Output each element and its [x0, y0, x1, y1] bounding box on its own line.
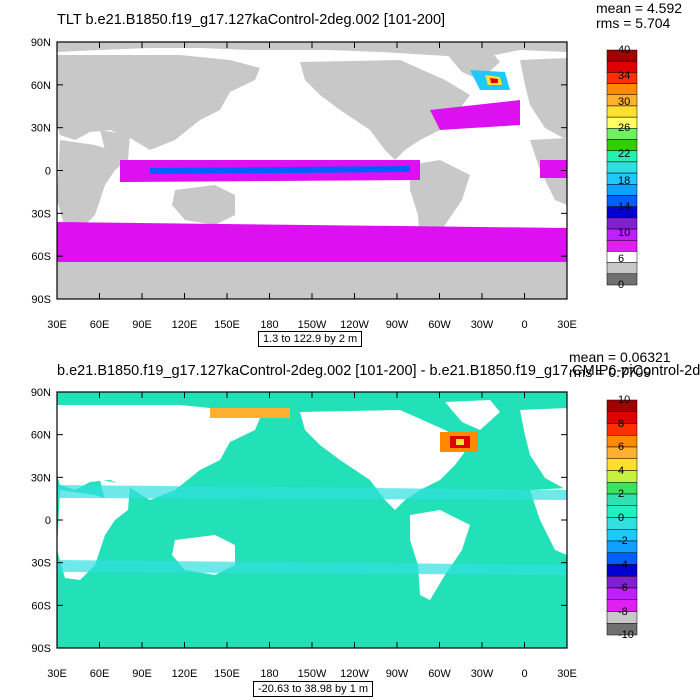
lat-label: 60N [31, 430, 51, 442]
colorbar-label: 34 [618, 70, 631, 83]
colorbar-label: 40 [618, 44, 631, 56]
tlt-contour-bands-blue [150, 166, 410, 174]
contour-range-label: 1.3 to 122.9 by 2 m [258, 331, 363, 347]
axis-ticks: 90N 60N 30N 0 30S 60S 90S 30E 60E 90E 120E 150E 180 1… [31, 387, 577, 680]
lat-label: 90N [31, 37, 51, 49]
lat-label: 30S [31, 558, 51, 570]
lon-label: 180 [260, 668, 278, 680]
lat-label: 90S [31, 294, 51, 306]
lat-label: 90S [31, 643, 51, 655]
map-plot: 90N 60N 30N 0 30S 60S 90S 30E 60E 90E 120E 150E 180 1… [31, 37, 577, 331]
lon-label: 90W [386, 668, 409, 680]
lat-label: 60N [31, 80, 51, 92]
colorbar-label: -4 [618, 558, 628, 571]
lon-label: 60E [90, 668, 110, 680]
colorbar [606, 399, 638, 636]
lon-label: 60W [428, 319, 451, 331]
colorbar-label: 30 [618, 96, 631, 109]
lon-label: 30W [471, 668, 494, 680]
lon-label: 150E [214, 319, 240, 331]
panel-top: TLT b.e21.B1850.f19_g17.127kaControl-2de… [31, 0, 683, 347]
lat-label: 0 [45, 515, 51, 527]
colorbar-label: 6 [618, 252, 625, 265]
lat-label: 30N [31, 472, 51, 484]
rms-label: rms = 5.704 [596, 15, 671, 31]
lon-label: 90W [386, 319, 409, 331]
panel-title: b.e21.B1850.f19_g17.127kaControl-2deg.00… [57, 363, 700, 379]
land-masses [57, 400, 567, 600]
panel-title: TLT b.e21.B1850.f19_g17.127kaControl-2de… [57, 12, 446, 28]
colorbar-label: -2 [618, 535, 628, 547]
lon-label: 180 [260, 319, 278, 331]
lon-label: 30E [47, 668, 67, 680]
colorbar-label: 4 [618, 464, 625, 477]
colorbar-label: 8 [618, 417, 625, 430]
colorbar [606, 49, 638, 286]
lat-label: 90N [31, 387, 51, 399]
lon-label: 90E [132, 319, 152, 331]
colorbar-label: 14 [618, 200, 631, 213]
rms-label: rms = 0.7709 [569, 364, 652, 380]
panel-bottom: b.e21.B1850.f19_g17.127kaControl-2deg.00… [0, 350, 700, 700]
lat-label: 0 [45, 166, 51, 178]
colorbar-label: -8 [618, 605, 628, 618]
lon-label: 60W [428, 668, 451, 680]
colorbar-label: 0 [618, 279, 625, 291]
colorbar-label: 26 [618, 122, 631, 135]
mean-label: mean = 4.592 [596, 0, 683, 16]
colorbar-label: 18 [618, 174, 631, 187]
colorbar-label: 10 [618, 394, 631, 406]
diff-contour-bands [57, 408, 567, 575]
lon-label: 150W [298, 319, 327, 331]
map-plot: 90N 60N 30N 0 30S 60S 90S 30E 60E 90E 120E 150E 180 1… [31, 387, 577, 680]
lon-label: 30E [47, 319, 67, 331]
colorbar-swatch [606, 161, 638, 174]
colorbar-swatch [606, 83, 638, 96]
colorbar-label: -6 [618, 582, 628, 594]
lon-label: 90E [132, 668, 152, 680]
lon-label: 120W [340, 319, 369, 331]
colorbar-label: 0 [618, 511, 625, 524]
lon-label: 30E [557, 319, 577, 331]
colorbar-swatch [606, 239, 638, 252]
lat-label: 30N [31, 123, 51, 135]
colorbar-swatch [606, 273, 638, 286]
colorbar-label: -10 [618, 629, 634, 641]
lon-label: 120W [340, 668, 369, 680]
lon-label: 0 [521, 319, 527, 331]
colorbar-label: 10 [618, 226, 631, 239]
mean-label: mean = 0.06321 [569, 349, 671, 365]
colorbar-label: 22 [618, 148, 631, 161]
lat-label: 60S [31, 600, 51, 612]
lon-label: 60E [90, 319, 110, 331]
lon-label: 30E [557, 668, 577, 680]
lon-label: 150W [298, 668, 327, 680]
tlt-contour-hotspot [470, 70, 510, 90]
lon-label: 120E [172, 668, 198, 680]
colorbar-label: 6 [618, 441, 625, 453]
lon-label: 0 [521, 668, 527, 680]
lat-label: 30S [31, 208, 51, 220]
colorbar-label: 2 [618, 488, 625, 500]
lon-label: 30W [471, 319, 494, 331]
lon-label: 120E [172, 319, 198, 331]
lat-label: 60S [31, 251, 51, 263]
lon-label: 150E [214, 668, 240, 680]
colorbar-swatch [606, 623, 638, 636]
axis-ticks: 90N 60N 30N 0 30S 60S 90S 30E 60E 90E 120E 150E 180 1… [31, 37, 577, 331]
contour-range-label: -20.63 to 38.98 by 1 m [253, 681, 374, 697]
